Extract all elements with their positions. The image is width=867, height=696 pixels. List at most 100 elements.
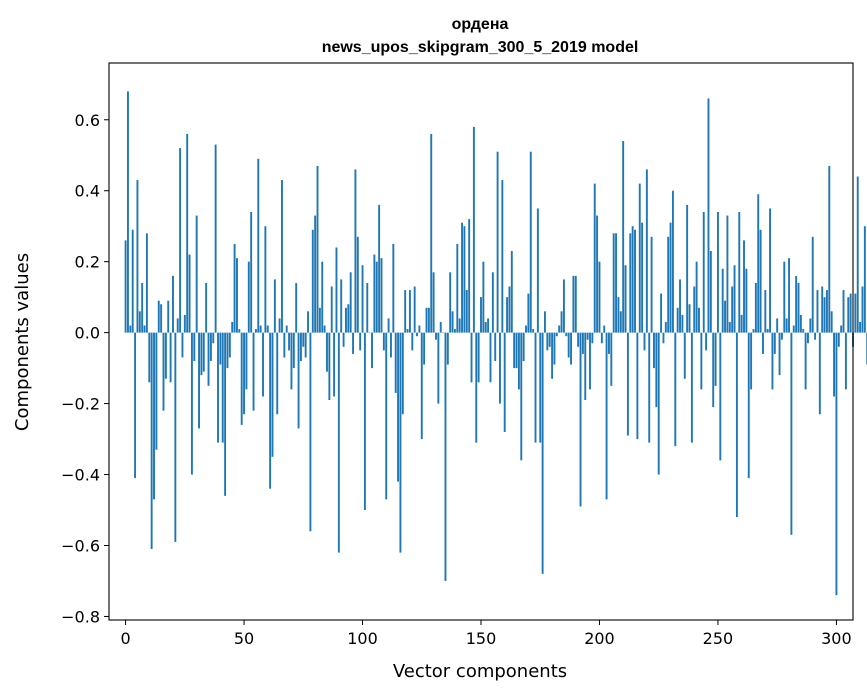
bar (243, 332, 246, 415)
bar (726, 215, 729, 333)
bar (553, 332, 556, 365)
bar (373, 254, 376, 333)
bar (598, 261, 601, 333)
bar (619, 311, 622, 333)
bar (401, 332, 404, 415)
bar (160, 304, 163, 333)
bar (475, 332, 478, 443)
bar (698, 307, 700, 333)
bar (472, 126, 475, 333)
bar (304, 332, 307, 358)
bar (195, 215, 198, 333)
x-axis-ticks: 0 50 100 150 200 250 300 (120, 620, 852, 648)
bar (709, 251, 712, 333)
bar (297, 332, 300, 429)
bar (198, 332, 200, 429)
bar (323, 325, 326, 333)
bar (679, 279, 681, 333)
bar (366, 282, 369, 333)
bar (181, 332, 184, 358)
bar (200, 332, 203, 376)
bar (769, 208, 772, 333)
bar (671, 190, 674, 333)
bar (842, 290, 845, 333)
y-tick-label: 0.2 (75, 253, 100, 272)
bar (439, 321, 442, 333)
bar (155, 332, 158, 450)
bar (861, 286, 864, 333)
bar (148, 332, 151, 383)
y-tick-label: 0.4 (75, 182, 100, 201)
bar (176, 318, 179, 333)
bar (380, 258, 383, 333)
bar (551, 332, 554, 379)
bar (307, 311, 309, 333)
bar (250, 212, 253, 333)
bar (404, 290, 407, 333)
bar (378, 204, 381, 333)
bar (394, 332, 397, 393)
bar (764, 290, 767, 333)
x-tick-label: 250 (703, 629, 734, 648)
bar (579, 332, 582, 507)
bar (816, 290, 819, 333)
bar (333, 332, 336, 397)
bar (266, 325, 269, 333)
bar (205, 282, 208, 333)
bar (193, 332, 196, 362)
bar (660, 293, 663, 333)
bar (525, 325, 527, 333)
chart-subtitle: news_upos_skipgram_300_5_2019 model (322, 39, 639, 56)
x-tick-label: 200 (584, 629, 615, 648)
bar (600, 332, 603, 344)
bar (330, 286, 333, 333)
bar (202, 332, 205, 372)
bar (539, 332, 542, 443)
bar (811, 236, 814, 333)
y-axis-label: Components values (12, 253, 33, 431)
bar (655, 332, 658, 408)
bar (863, 226, 866, 333)
bar (446, 332, 449, 365)
bar (532, 329, 535, 333)
bar (577, 332, 580, 347)
bar (657, 332, 660, 475)
bar (631, 226, 634, 333)
y-tick-label: −0.4 (61, 466, 100, 485)
y-tick-label: −0.6 (61, 536, 100, 555)
bar (548, 332, 551, 347)
bar (574, 275, 577, 333)
bar (354, 169, 357, 333)
bar (375, 261, 378, 333)
bar (835, 332, 838, 596)
bar (463, 226, 466, 333)
bar (562, 279, 565, 333)
bar (420, 332, 423, 440)
bar (565, 332, 568, 337)
y-tick-label: 0.0 (75, 324, 100, 343)
bar (716, 212, 719, 333)
bar (273, 279, 276, 333)
bar (337, 332, 340, 553)
bar (340, 279, 343, 333)
bar (465, 290, 468, 333)
bar (484, 321, 487, 333)
bar (664, 321, 667, 333)
bar (757, 194, 760, 333)
bar (169, 332, 172, 383)
bar (818, 332, 821, 415)
bar (856, 176, 859, 333)
bar (432, 272, 435, 333)
bar (131, 229, 134, 333)
bar (392, 243, 395, 333)
bar (674, 332, 677, 447)
bar (359, 332, 362, 351)
bar (686, 204, 689, 333)
x-axis-label: Vector components (393, 661, 567, 682)
bar (591, 332, 594, 344)
bar (138, 311, 141, 333)
bar (311, 229, 314, 333)
bar (650, 236, 653, 333)
bar (207, 332, 210, 386)
bar (174, 332, 177, 542)
